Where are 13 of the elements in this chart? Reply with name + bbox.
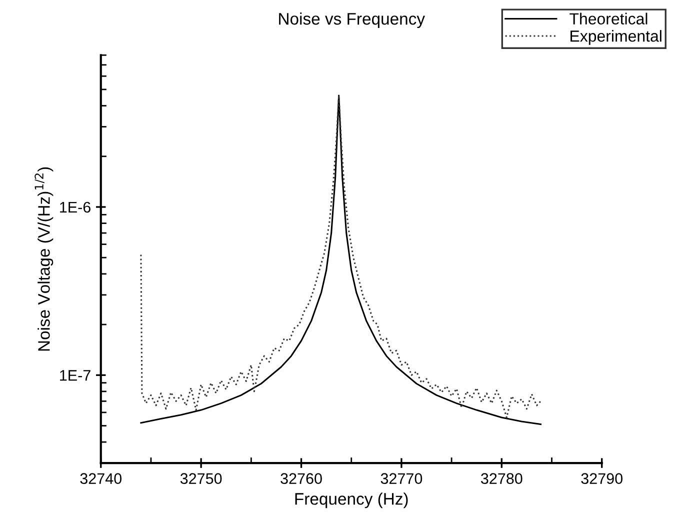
y-tick-label: 1E-7 [60, 370, 90, 381]
x-tick-label: 32750 [180, 473, 222, 484]
x-tick-label: 32770 [380, 473, 422, 484]
x-tick-label: 32760 [280, 473, 322, 484]
y-axis-title: Noise Voltage (V/(Hz)$^{1/2}$) [34, 167, 54, 351]
x-axis-title: Frequency (Hz) [295, 492, 408, 508]
legend-label: Experimental [570, 30, 662, 45]
chart-title: Noise vs Frequency [279, 12, 425, 28]
x-tick-label: 32740 [80, 473, 122, 484]
y-tick-label: 1E-6 [60, 202, 90, 213]
x-tick-label: 32780 [481, 473, 522, 484]
legend-label: Theoretical [570, 12, 648, 24]
x-tick-label: 32790 [581, 473, 622, 484]
